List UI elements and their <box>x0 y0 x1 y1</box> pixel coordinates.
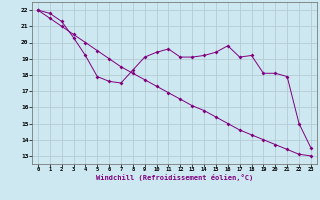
X-axis label: Windchill (Refroidissement éolien,°C): Windchill (Refroidissement éolien,°C) <box>96 174 253 181</box>
